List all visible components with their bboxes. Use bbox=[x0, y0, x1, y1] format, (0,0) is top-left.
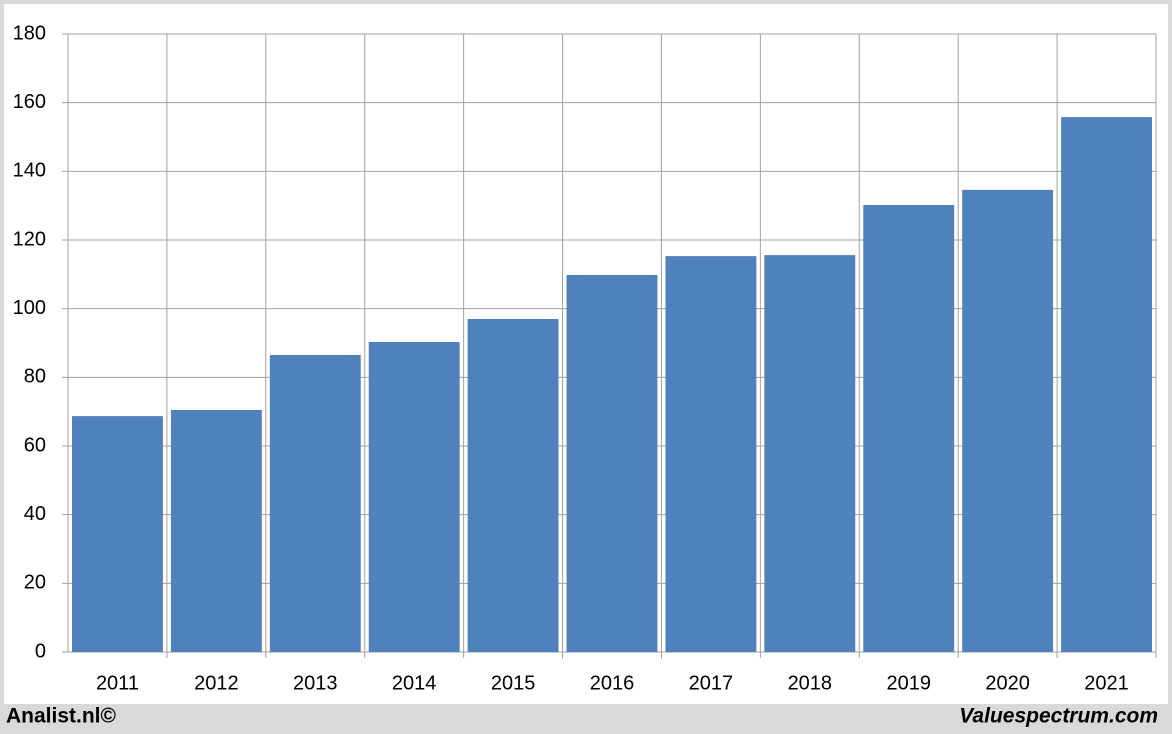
y-tick-label: 180 bbox=[13, 22, 46, 44]
x-tick-label: 2016 bbox=[590, 672, 635, 694]
bar bbox=[170, 409, 262, 652]
footer-right: Valuespectrum.com bbox=[959, 705, 1158, 728]
bar bbox=[962, 189, 1054, 652]
footer-left: Analist.nl© bbox=[6, 705, 117, 728]
bar bbox=[665, 256, 757, 652]
y-tick-label: 0 bbox=[35, 640, 46, 662]
y-tick-label: 60 bbox=[24, 434, 46, 456]
x-tick-label: 2013 bbox=[293, 672, 338, 694]
x-tick-label: 2021 bbox=[1084, 672, 1129, 694]
bar bbox=[269, 355, 361, 652]
x-tick-label: 2014 bbox=[392, 672, 437, 694]
bar bbox=[72, 416, 163, 652]
x-tick-label: 2011 bbox=[96, 672, 139, 694]
y-tick-label: 140 bbox=[13, 160, 46, 182]
y-tick-label: 20 bbox=[24, 572, 46, 594]
y-tick-label: 80 bbox=[24, 366, 46, 388]
x-tick-label: 2019 bbox=[886, 672, 931, 694]
bar bbox=[764, 255, 856, 652]
x-tick-label: 2017 bbox=[689, 672, 734, 694]
x-tick-label: 2020 bbox=[985, 672, 1030, 694]
bar bbox=[1061, 117, 1152, 652]
bar bbox=[566, 275, 658, 652]
x-tick-label: 2015 bbox=[491, 672, 536, 694]
x-tick-label: 2012 bbox=[194, 672, 239, 694]
y-tick-label: 40 bbox=[24, 503, 46, 525]
y-tick-label: 120 bbox=[13, 228, 46, 250]
bar bbox=[863, 204, 955, 653]
x-tick-label: 2018 bbox=[788, 672, 833, 694]
y-tick-label: 160 bbox=[13, 91, 46, 113]
bar bbox=[467, 318, 559, 652]
bar bbox=[368, 341, 460, 652]
y-tick-label: 100 bbox=[13, 297, 46, 319]
